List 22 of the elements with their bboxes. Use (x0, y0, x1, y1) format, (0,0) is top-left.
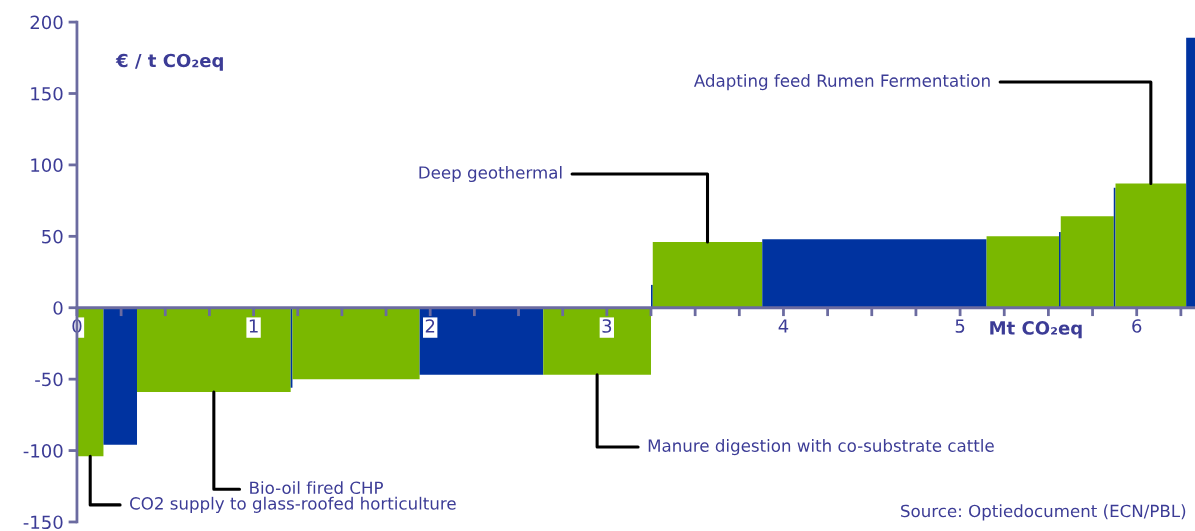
x-tick-label: 3 (602, 319, 612, 333)
y-tick-label: 50 (42, 229, 63, 244)
x-axis-title: Mt CO₂eq (990, 321, 1082, 339)
annotation: Manure digestion with co-substrate cattle (648, 439, 994, 456)
annotation: Deep geothermal (419, 165, 562, 183)
x-tick-label: 1 (249, 319, 258, 333)
annotation: Bio-oil fired CHP (250, 481, 383, 495)
x-tick-label: 5 (955, 319, 965, 333)
y-tick-label: -50 (35, 372, 63, 387)
x-tick-label: 4 (778, 319, 789, 333)
y-tick-label: -100 (23, 444, 63, 458)
annotation: Adapting feed Rumen Fermentation (693, 74, 990, 91)
x-tick-label: 2 (425, 319, 435, 333)
y-tick-label: -150 (23, 515, 63, 530)
y-tick-label: 100 (31, 158, 63, 173)
y-tick-label: 200 (30, 15, 63, 30)
x-tick-label: 6 (1132, 319, 1142, 333)
annotation: Source: Optiedocument (ECN/PBL) (901, 504, 1186, 521)
y-tick-label: 150 (31, 86, 63, 101)
annotation: CO2 supply to glass-roofed horticulture (130, 496, 456, 513)
y-axis-title: € / t CO₂eq (115, 53, 223, 71)
y-tick-label: 0 (53, 301, 63, 315)
